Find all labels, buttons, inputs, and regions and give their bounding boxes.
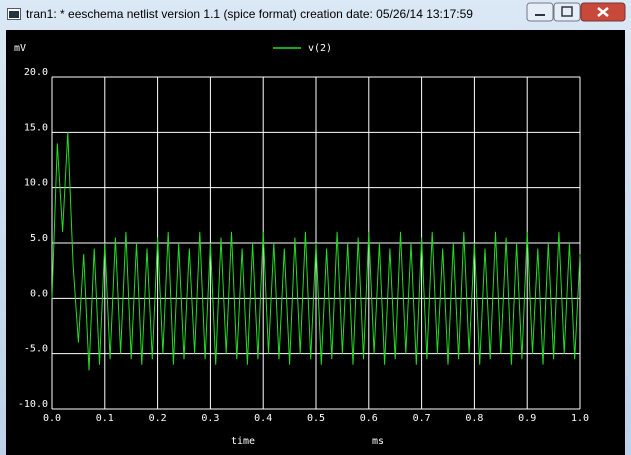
legend-label: v(2): [308, 43, 332, 54]
x-tick-label: 0.1: [96, 413, 114, 424]
x-tick-label: 0.5: [307, 413, 325, 424]
y-tick-label: 5.0: [30, 233, 48, 244]
x-axis-unit: ms: [372, 436, 384, 447]
x-tick-label: 0.9: [518, 413, 536, 424]
minimize-button[interactable]: [526, 2, 554, 22]
y-axis-label: mV: [14, 43, 26, 54]
y-tick-label: 10.0: [24, 178, 48, 189]
x-tick-label: 0.7: [413, 413, 431, 424]
y-tick-label: 20.0: [24, 67, 48, 78]
series-line: [51, 132, 581, 371]
y-tick-label: -5.0: [24, 344, 48, 355]
maximize-button[interactable]: [553, 2, 581, 22]
x-tick-label: 1.0: [571, 413, 589, 424]
x-tick-label: 0.2: [149, 413, 167, 424]
window-icon: [7, 8, 21, 20]
y-tick-label: 0.0: [30, 288, 48, 299]
x-tick-label: 0.4: [254, 413, 272, 424]
x-tick-label: 0.0: [43, 413, 61, 424]
window-controls: [526, 2, 626, 22]
x-axis-label: time: [231, 436, 255, 447]
y-tick-label: -10.0: [18, 399, 48, 410]
window-title: tran1: * eeschema netlist version 1.1 (s…: [26, 7, 473, 21]
chart: -10.0 -5.0 0.0 5.0 10.0 15.0 20.0 0.0 0.1 0.2 0.3 0…: [6, 30, 625, 455]
x-tick-label: 0.3: [201, 413, 219, 424]
x-tick-label: 0.8: [465, 413, 483, 424]
y-tick-label: 15.0: [24, 122, 48, 133]
x-tick-label: 0.6: [360, 413, 378, 424]
